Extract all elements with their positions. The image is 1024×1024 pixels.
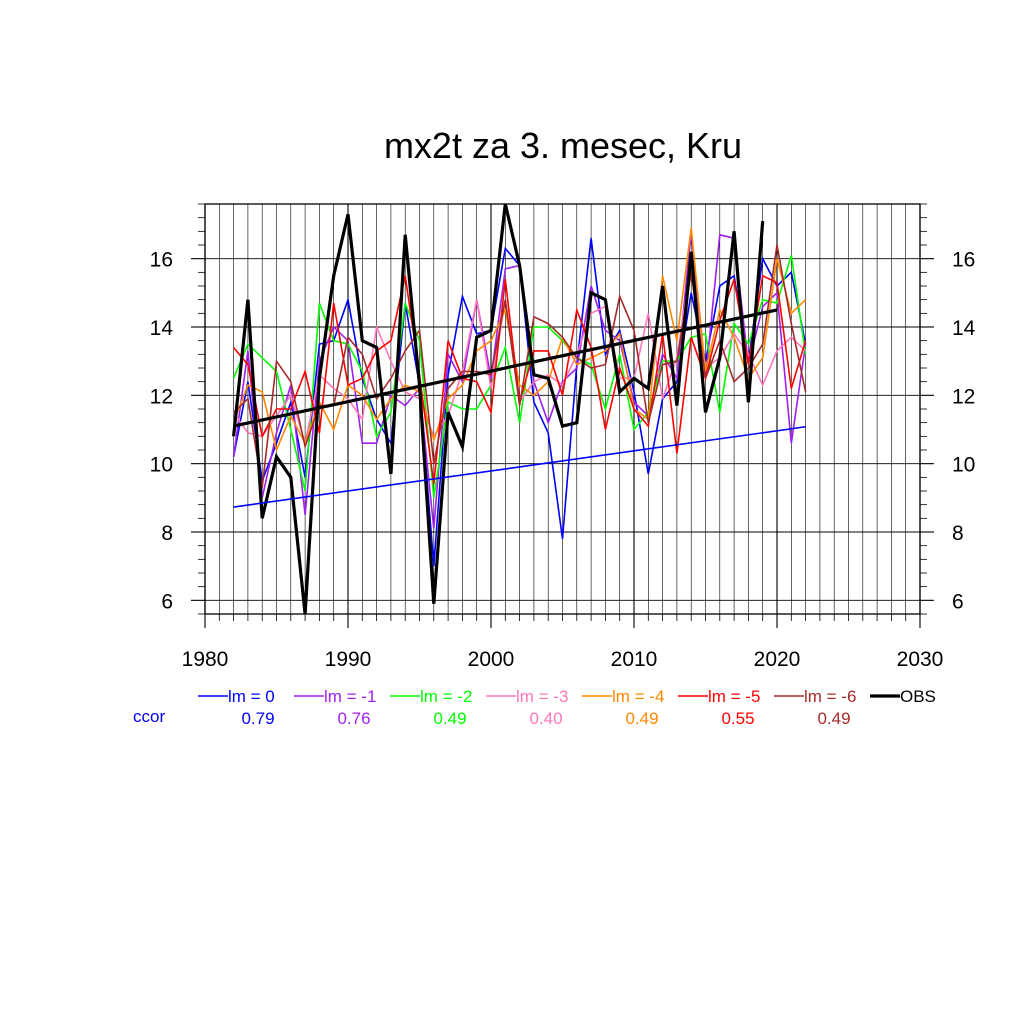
chart-title: mx2t za 3. mesec, Kru	[384, 125, 742, 166]
legend-label: lm = -2	[420, 687, 472, 706]
legend: lm = 0 0.79 lm = -1 0.76 lm = -2 0.49 lm = -3 0…	[133, 687, 936, 728]
y-tick-label-right: 10	[952, 454, 975, 477]
trend-line	[233, 425, 806, 508]
ticks: 1980 1990 2000 2010 2020 2030 6 6 8 8 10 10 12 12 14 14…	[150, 203, 976, 671]
legend-ccor-value: 0.40	[529, 709, 562, 728]
y-tick-label-left: 14	[150, 317, 174, 340]
y-tick-label-left: 8	[161, 522, 173, 545]
legend-ccor-value: 0.49	[433, 709, 466, 728]
x-tick-label: 1980	[182, 648, 229, 671]
legend-ccor-value: 0.55	[721, 709, 754, 728]
y-tick-label-right: 14	[952, 317, 976, 340]
legend-ccor-value: 0.49	[625, 709, 658, 728]
legend-ccor-value: 0.79	[241, 709, 274, 728]
y-tick-label-right: 16	[952, 249, 975, 272]
y-tick-label-right: 6	[952, 590, 964, 613]
legend-label: lm = -4	[612, 687, 664, 706]
x-tick-label: 2020	[754, 648, 801, 671]
plot-frame	[204, 203, 921, 615]
y-tick-label-left: 6	[161, 590, 173, 613]
y-tick-label-right: 8	[952, 522, 964, 545]
x-tick-label: 2010	[611, 648, 658, 671]
ccor-label: ccor	[133, 707, 165, 726]
legend-label: lm = -3	[516, 687, 568, 706]
legend-label: OBS	[900, 687, 936, 706]
series-line	[232, 227, 807, 453]
grid	[204, 204, 921, 614]
series-line	[232, 203, 765, 615]
legend-label: lm = -6	[804, 687, 856, 706]
legend-label: lm = 0	[228, 687, 275, 706]
legend-label: lm = -1	[324, 687, 376, 706]
x-tick-label: 2030	[897, 648, 944, 671]
y-tick-label-left: 12	[150, 385, 173, 408]
series-group	[232, 203, 807, 615]
x-tick-label: 1990	[325, 648, 372, 671]
trend-line	[233, 308, 778, 428]
legend-ccor-value: 0.49	[817, 709, 850, 728]
legend-label: lm = -5	[708, 687, 760, 706]
y-tick-label-left: 16	[150, 249, 173, 272]
x-tick-label: 2000	[468, 648, 515, 671]
y-tick-label-right: 12	[952, 385, 975, 408]
y-tick-label-left: 10	[150, 454, 173, 477]
legend-ccor-value: 0.76	[337, 709, 370, 728]
